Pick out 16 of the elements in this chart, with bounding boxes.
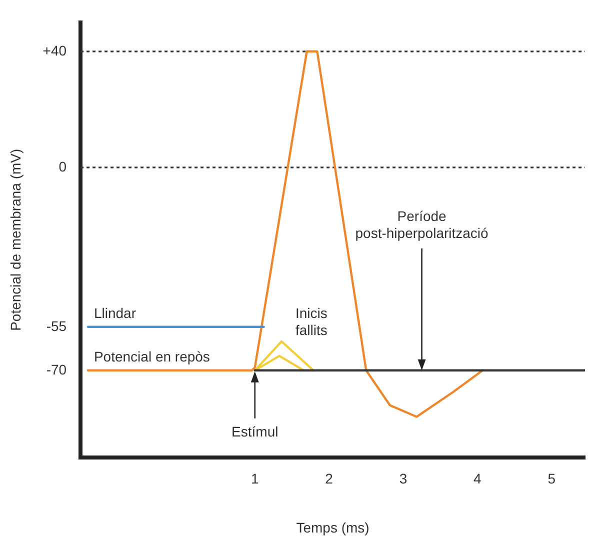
x-tick-label: 2 [325,470,334,487]
x-tick-label: 3 [399,470,408,487]
x-tick-label: 1 [250,470,259,487]
y-tick-label: 0 [58,158,67,174]
x-tick-label: 4 [474,470,482,487]
y-tick-label: +40 [42,42,67,58]
annotation: Període post-hiperpolarització [355,208,489,241]
annotation: Potencial en repòs [94,348,210,364]
annotation: Estímul [232,423,278,440]
y-tick-label: -55 [46,318,67,334]
annotation: Inicis fallits [295,304,328,338]
x-tick-label: 5 [548,470,556,487]
y-tick-label: -70 [46,361,67,378]
y-axis-title: Potencial de membrana (mV) [7,148,24,331]
x-axis-title: Temps (ms) [296,519,370,536]
annotation: Llindar [94,304,136,321]
